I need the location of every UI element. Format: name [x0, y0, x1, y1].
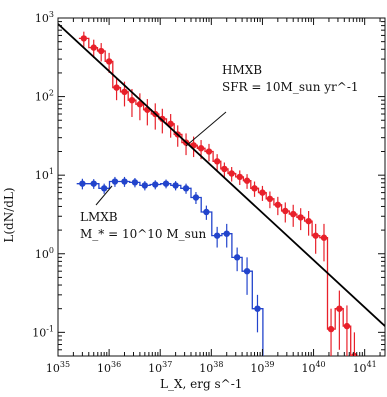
- y-axis-title: L(dN/dL): [2, 187, 16, 242]
- lmxb-mass-label: M_* = 10^10 M_sun: [80, 227, 207, 241]
- data-point: [203, 208, 210, 216]
- data-point: [343, 322, 351, 330]
- data-point: [221, 165, 228, 173]
- data-point: [236, 173, 243, 181]
- data-point: [131, 179, 139, 186]
- data-point: [228, 170, 235, 177]
- x-tick-label: 1040: [301, 360, 325, 375]
- series-0: [78, 31, 359, 356]
- data-point: [111, 178, 119, 185]
- hmxb-pointer-line: [185, 111, 227, 147]
- data-point: [251, 185, 258, 192]
- data-point: [243, 267, 251, 275]
- data-point: [121, 88, 128, 96]
- data-point: [182, 185, 190, 192]
- y-tick-label: 103: [35, 10, 54, 25]
- x-tick-label: 1035: [46, 360, 70, 375]
- power-law-fit-line: [58, 23, 385, 327]
- hmxb-label: HMXB: [222, 63, 262, 77]
- y-tick-label: 10-1: [32, 324, 54, 339]
- data-point: [136, 101, 144, 108]
- data-point: [141, 182, 149, 189]
- data-point: [312, 232, 319, 239]
- y-tick-label: 101: [35, 167, 54, 182]
- data-point: [243, 177, 251, 184]
- data-point: [197, 145, 205, 152]
- lmxb-pointer-line: [95, 185, 113, 206]
- data-point: [282, 207, 289, 215]
- data-point: [213, 232, 221, 239]
- data-point: [327, 325, 335, 333]
- y-tick-label: 102: [35, 89, 54, 104]
- x-tick-label: 1038: [199, 360, 223, 375]
- data-point: [297, 214, 304, 221]
- data-point: [97, 47, 105, 55]
- data-point: [259, 189, 266, 196]
- data-point: [152, 181, 159, 188]
- x-tick-label: 1039: [250, 360, 274, 375]
- data-point: [254, 305, 261, 312]
- data-point: [336, 305, 343, 312]
- data-point: [80, 35, 88, 42]
- data-point: [223, 230, 230, 237]
- data-point: [290, 210, 297, 218]
- data-point: [205, 148, 213, 155]
- data-point: [105, 58, 113, 65]
- data-point: [351, 352, 358, 356]
- hmxb-annotation: HMXB SFR = 10M_sun yr^-1: [185, 63, 359, 147]
- data-point: [162, 180, 170, 187]
- data-point: [100, 185, 108, 192]
- data-point: [90, 44, 97, 51]
- lmxb-annotation: LMXB M_* = 10^10 M_sun: [80, 185, 207, 241]
- data-point: [320, 234, 328, 241]
- data-point: [172, 182, 179, 189]
- data-point: [213, 158, 221, 165]
- data-point: [128, 96, 136, 104]
- data-point: [305, 217, 312, 225]
- tick-layer: 1035 1036 1037 1038 1039 1040 1041 10-1 100 101 10…: [32, 10, 385, 375]
- data-point: [274, 201, 282, 208]
- data-point: [79, 180, 86, 187]
- data-point: [113, 84, 120, 91]
- x-tick-label: 1036: [97, 360, 121, 375]
- data-point: [265, 370, 271, 376]
- data-point: [266, 195, 274, 203]
- series-1: [76, 176, 271, 376]
- series-layer: [76, 31, 359, 376]
- series-step-line: [78, 37, 359, 356]
- data-point: [233, 254, 241, 261]
- data-point: [90, 180, 97, 187]
- data-point: [121, 178, 128, 185]
- x-tick-label: 1037: [148, 360, 172, 375]
- data-point: [159, 115, 166, 123]
- y-tick-label: 100: [35, 246, 54, 261]
- x-tick-label: 1041: [353, 360, 377, 375]
- data-point: [192, 194, 200, 201]
- x-axis-title: L_X, erg s^-1: [160, 377, 242, 391]
- hmxb-sfr-label: SFR = 10M_sun yr^-1: [222, 80, 359, 94]
- fit-line-layer: [58, 23, 385, 327]
- lmxb-label: LMXB: [80, 210, 118, 224]
